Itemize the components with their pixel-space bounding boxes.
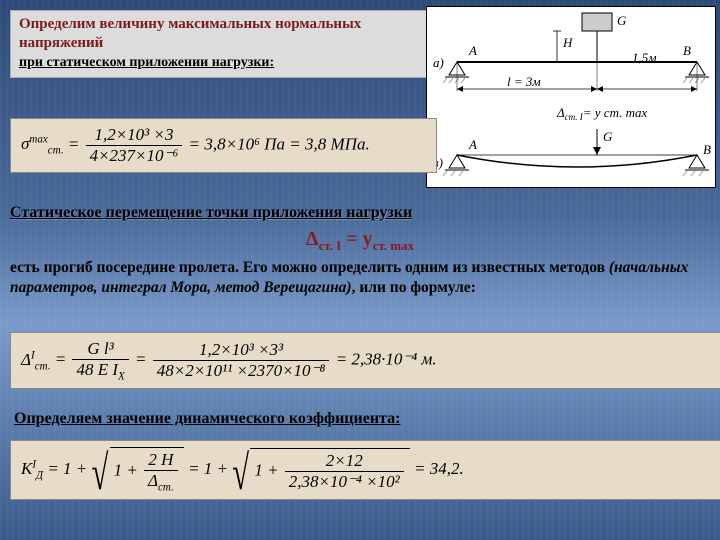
para-strong: есть прогиб посередине пролета. Его можн…	[10, 259, 605, 276]
formula-kd: KIД = 1 + √ 1 + 2 H Δст. = 1 + √ 1 + 2×1…	[10, 440, 720, 500]
beam-diagram: а) G H A B l = 3м	[426, 6, 716, 188]
diag-B2: B	[703, 142, 711, 157]
diag-A: A	[468, 43, 477, 58]
f2-den2: 48×2×10¹¹ ×2370×10⁻⁸	[153, 361, 330, 381]
formula-sigma: σmaxст. = 1,2×10³ ×3 4×237×10⁻⁶ = 3,8×10…	[10, 118, 437, 173]
f2-den1: 48 E IX	[72, 360, 128, 382]
diag-rightdim: 1,5м	[632, 50, 657, 65]
f3-inden: Δст.	[144, 471, 178, 493]
intro-line2: при статическом приложении нагрузки:	[19, 55, 274, 70]
f2-rhs: 2,38·10⁻⁴ м.	[351, 350, 436, 369]
diag-H: H	[562, 35, 573, 50]
static-header: Статическое перемещение точки приложения…	[10, 204, 710, 222]
f3-rhs: 34,2.	[430, 459, 464, 478]
f1-rhs2: 3,8 МПа.	[305, 134, 370, 153]
diag-G2: G	[603, 129, 613, 144]
f3-num2: 2×12	[285, 451, 404, 472]
f1-den: 4×237×10⁻⁶	[86, 146, 183, 166]
diag-G: G	[617, 13, 627, 28]
diag-B: B	[683, 43, 691, 58]
f1-lhs: σmaxст.	[21, 134, 68, 153]
intro-box: Определим величину максимальных нормальн…	[10, 10, 433, 78]
f2-lhs: ΔIст.	[21, 350, 55, 369]
f2-num1: G l³	[72, 339, 128, 360]
f1-num: 1,2×10³ ×3	[86, 125, 183, 146]
intro-line1: Определим величину максимальных нормальн…	[19, 16, 361, 51]
diag-a-label: а)	[433, 55, 444, 70]
dyn-header: Определяем значение динамического коэффи…	[14, 410, 710, 428]
f1-rhs1: 3,8×10⁶ Па	[204, 134, 285, 153]
f3-innum: 2 H	[144, 450, 178, 471]
para-tail: , или по формуле:	[352, 279, 476, 296]
f3-den2: 2,38×10⁻⁴ ×10²	[285, 472, 404, 492]
svg-text:Δст. I= y ст. max: Δст. I= y ст. max	[556, 105, 647, 122]
f2-num2: 1,2×10³ ×3³	[153, 340, 330, 361]
diag-span: l = 3м	[507, 74, 541, 89]
eq-center: Δст. I = yст. max	[0, 228, 720, 254]
formula-delta: ΔIст. = G l³ 48 E IX = 1,2×10³ ×3³ 48×2×…	[10, 332, 720, 389]
paragraph: есть прогиб посередине пролета. Его можн…	[10, 258, 710, 298]
diag-A2: A	[468, 137, 477, 152]
f3-lhs: KIД	[21, 459, 47, 478]
